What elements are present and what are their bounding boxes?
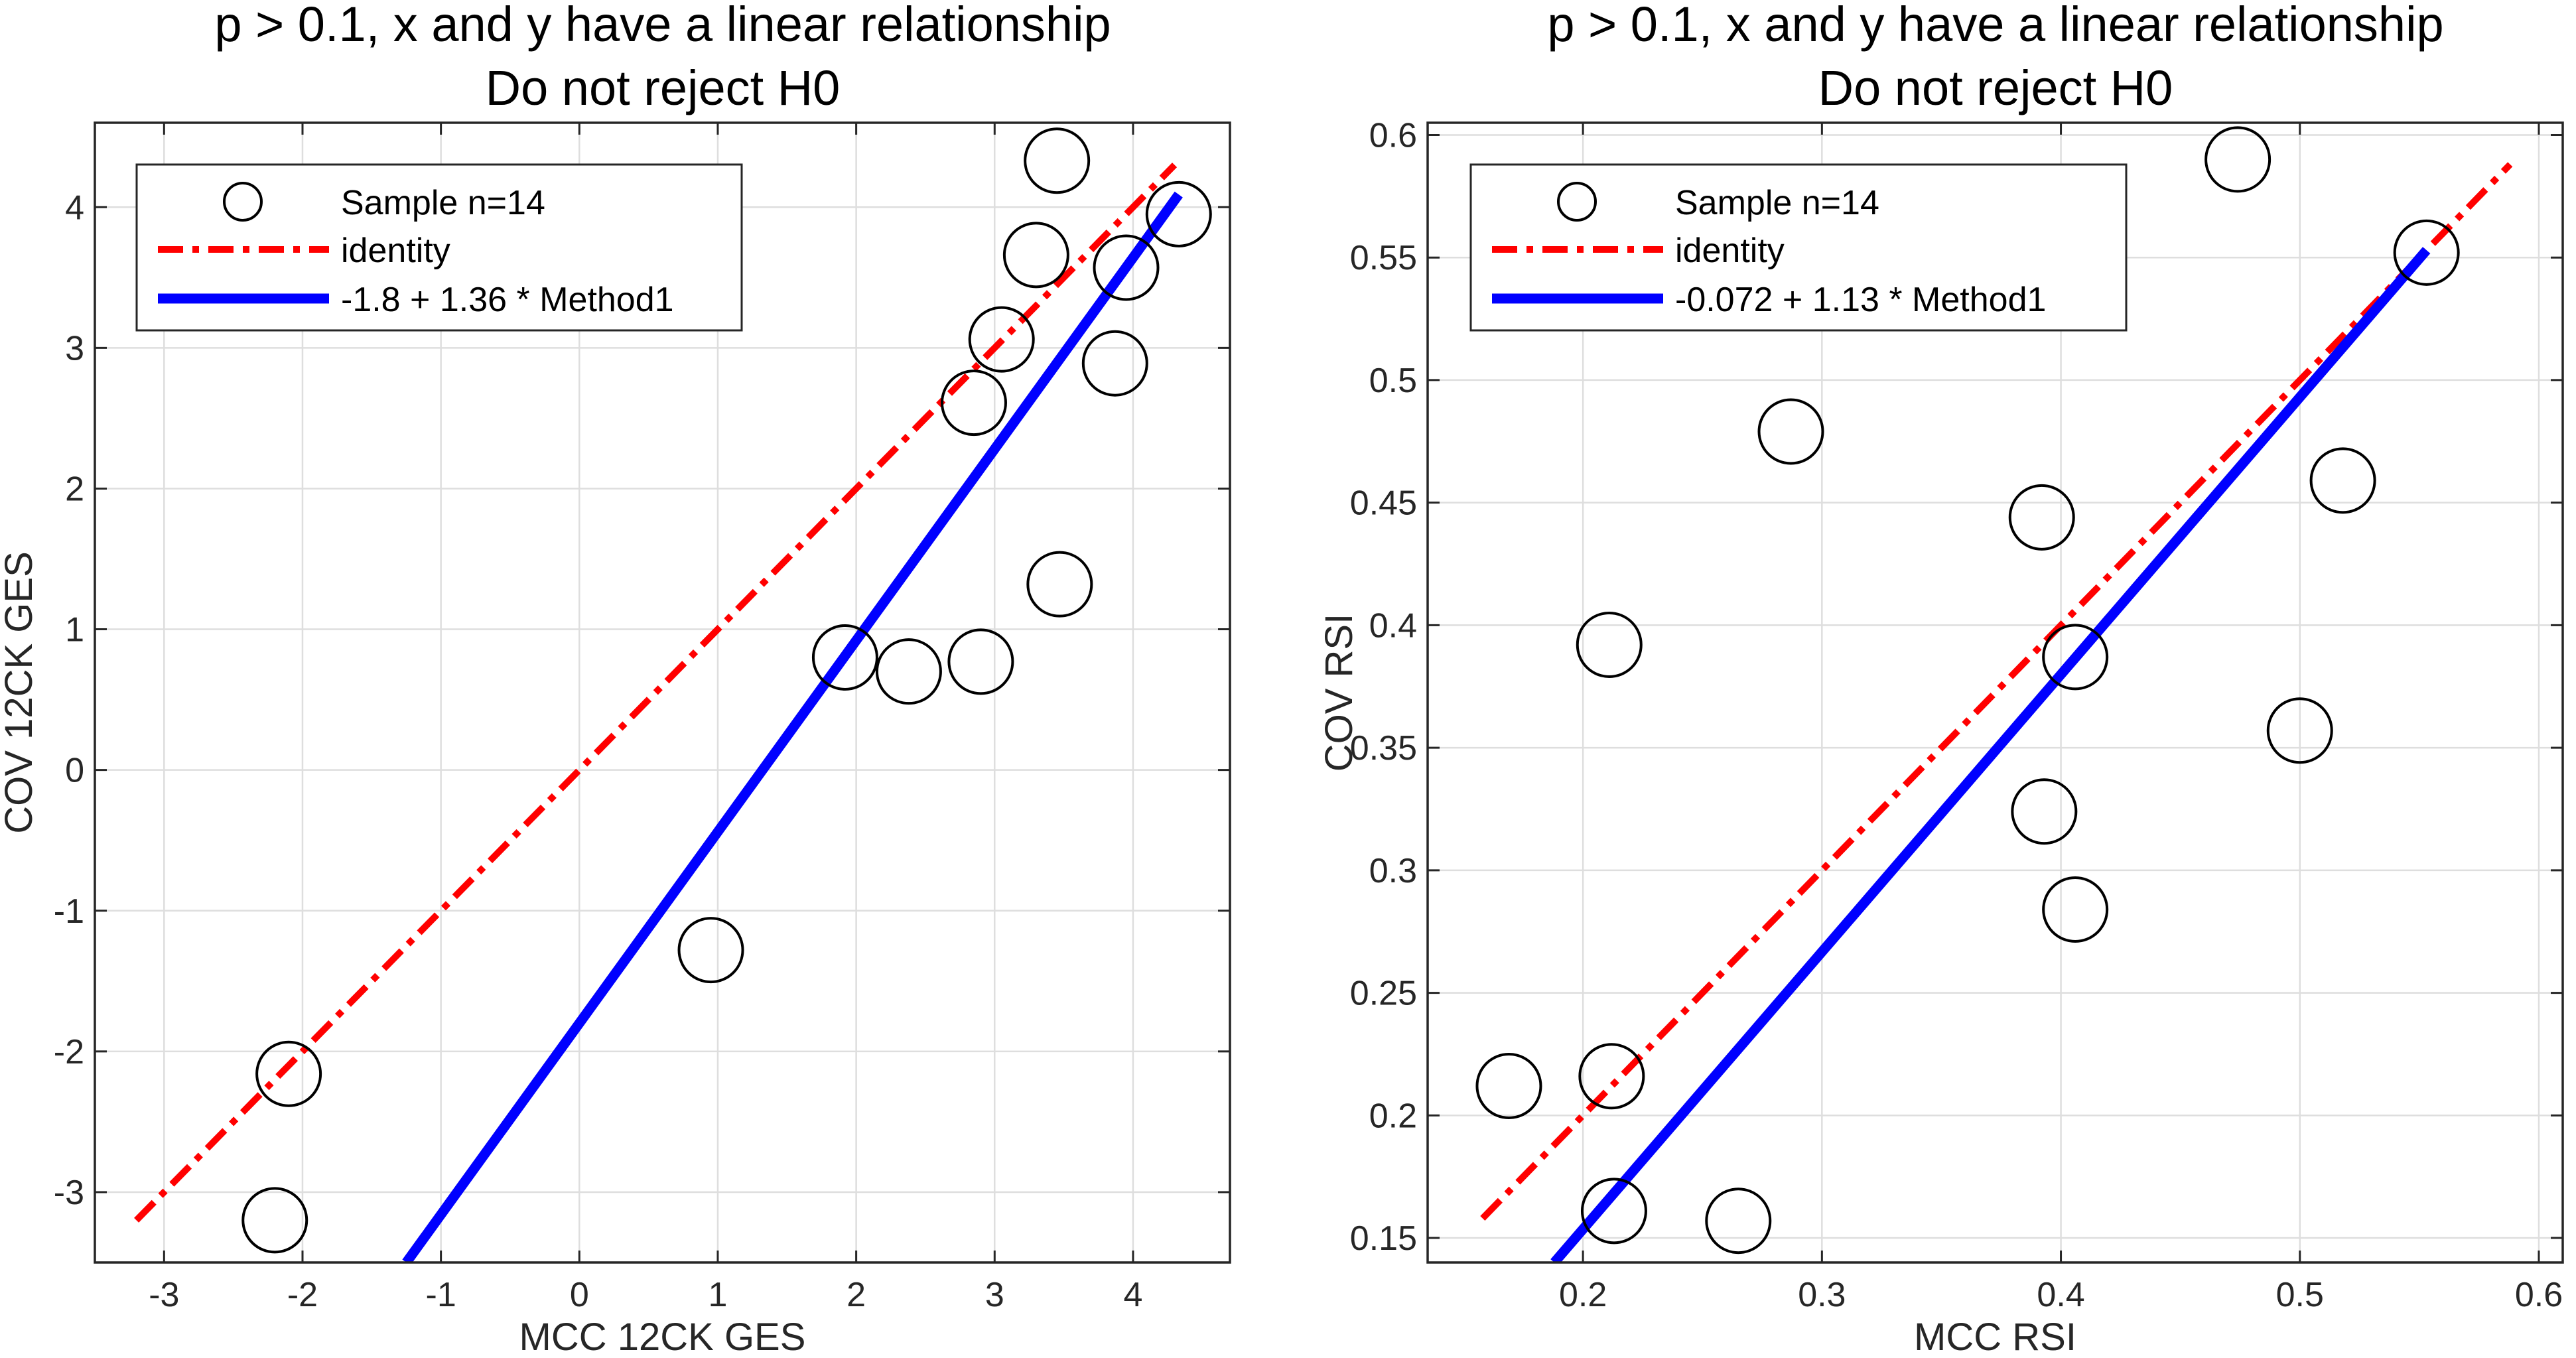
x-tick-label: 0.2 bbox=[1559, 1276, 1607, 1314]
x-tick-label: -2 bbox=[287, 1276, 318, 1314]
y-tick-label: 0.5 bbox=[1369, 362, 1417, 400]
left-plot-panel: p > 0.1, x and y have a linear relations… bbox=[0, 0, 1231, 1358]
axes-box bbox=[1426, 121, 2564, 1264]
y-axis-label: COV RSI bbox=[1318, 614, 1361, 772]
data-point bbox=[2266, 697, 2333, 764]
y-axis-label: COV 12CK GES bbox=[0, 551, 40, 833]
data-point bbox=[1576, 611, 1643, 678]
data-layer bbox=[1475, 126, 2513, 1262]
x-axis-label: MCC RSI bbox=[1914, 1316, 2076, 1358]
data-point bbox=[1024, 127, 1091, 194]
data-point bbox=[255, 1040, 322, 1107]
right-plot-panel: p > 0.1, x and y have a linear relations… bbox=[1318, 0, 2564, 1358]
y-tick-label: -3 bbox=[54, 1174, 84, 1212]
data-layer bbox=[134, 127, 1212, 1262]
data-point bbox=[811, 624, 878, 691]
legend-marker-sample bbox=[1557, 182, 1597, 222]
y-tick-label: 1 bbox=[65, 611, 84, 649]
data-point bbox=[1757, 398, 1824, 465]
legend: Sample n=14 identity -1.8 + 1.36 * Method1 bbox=[135, 163, 743, 332]
y-tick-label: 2 bbox=[65, 470, 84, 508]
x-tick-label: 0.6 bbox=[2515, 1276, 2563, 1314]
legend-label: identity bbox=[341, 232, 450, 270]
x-tick-label: 4 bbox=[1123, 1276, 1142, 1314]
legend-label: Sample n=14 bbox=[1675, 184, 1879, 222]
data-point bbox=[1475, 1052, 1542, 1119]
identity-line bbox=[1480, 162, 2513, 1221]
y-tick-label: 0.25 bbox=[1350, 975, 1417, 1013]
y-tick-label: 0.15 bbox=[1350, 1219, 1417, 1258]
data-point bbox=[1002, 222, 1069, 289]
data-point bbox=[2393, 219, 2460, 286]
y-tick-label: 0.4 bbox=[1369, 606, 1417, 645]
chart-title-line-2: Do not reject H0 bbox=[486, 60, 841, 115]
x-tick-label: 0.3 bbox=[1798, 1276, 1846, 1314]
legend: Sample n=14 identity -0.072 + 1.13 * Metho… bbox=[1469, 163, 2128, 332]
chart-title-line-2: Do not reject H0 bbox=[1818, 60, 2173, 115]
legend-label: identity bbox=[1675, 232, 1785, 270]
y-tick-label: 0.35 bbox=[1350, 729, 1417, 768]
data-point bbox=[2008, 484, 2075, 551]
identity-line bbox=[134, 163, 1178, 1223]
chart-title-line-1: p > 0.1, x and y have a linear relations… bbox=[1547, 0, 2443, 52]
data-point bbox=[2042, 876, 2109, 943]
y-tick-label: 0.55 bbox=[1350, 239, 1417, 277]
data-point bbox=[1578, 1043, 1645, 1110]
data-point bbox=[940, 370, 1007, 437]
y-tick-label: 4 bbox=[65, 188, 84, 227]
data-point bbox=[875, 638, 942, 705]
x-tick-label: -1 bbox=[426, 1276, 456, 1314]
y-tick-label: 0.6 bbox=[1369, 116, 1417, 155]
axes-box bbox=[94, 121, 1231, 1264]
y-tick-label: -1 bbox=[54, 892, 84, 931]
data-point bbox=[2309, 447, 2376, 514]
y-tick-label: 0.2 bbox=[1369, 1097, 1417, 1135]
data-point bbox=[1705, 1188, 1772, 1255]
data-point bbox=[1081, 330, 1148, 397]
data-point bbox=[2011, 778, 2078, 845]
data-point bbox=[241, 1187, 308, 1254]
data-point bbox=[1093, 234, 1160, 301]
regression-line bbox=[402, 191, 1183, 1262]
legend-marker-sample bbox=[223, 182, 263, 222]
x-tick-label: 2 bbox=[847, 1276, 866, 1314]
legend-label: Sample n=14 bbox=[341, 184, 545, 222]
x-tick-label: 1 bbox=[709, 1276, 728, 1314]
data-point bbox=[1026, 551, 1093, 618]
x-tick-label: 0.5 bbox=[2276, 1276, 2324, 1314]
data-point bbox=[1145, 180, 1212, 247]
data-point bbox=[677, 917, 744, 984]
x-tick-label: -3 bbox=[149, 1276, 179, 1314]
legend-label: -1.8 + 1.36 * Method1 bbox=[341, 281, 674, 319]
y-tick-label: 0 bbox=[65, 752, 84, 790]
y-tick-label: 0.45 bbox=[1350, 484, 1417, 523]
data-point bbox=[2042, 624, 2109, 691]
x-tick-label: 0.4 bbox=[2037, 1276, 2084, 1314]
data-point bbox=[1580, 1178, 1647, 1245]
x-axis-label: MCC 12CK GES bbox=[519, 1316, 806, 1358]
legend-label: -0.072 + 1.13 * Method1 bbox=[1675, 281, 2046, 319]
y-tick-label: 0.3 bbox=[1369, 852, 1417, 890]
y-tick-label: 3 bbox=[65, 329, 84, 368]
x-tick-label: 3 bbox=[985, 1276, 1004, 1314]
data-point bbox=[2204, 126, 2271, 193]
regression-line bbox=[1550, 247, 2431, 1262]
chart-title-line-1: p > 0.1, x and y have a linear relations… bbox=[214, 0, 1111, 52]
y-tick-label: -2 bbox=[54, 1033, 84, 1071]
data-point bbox=[947, 628, 1014, 695]
x-tick-label: 0 bbox=[570, 1276, 589, 1314]
data-point bbox=[968, 306, 1035, 373]
